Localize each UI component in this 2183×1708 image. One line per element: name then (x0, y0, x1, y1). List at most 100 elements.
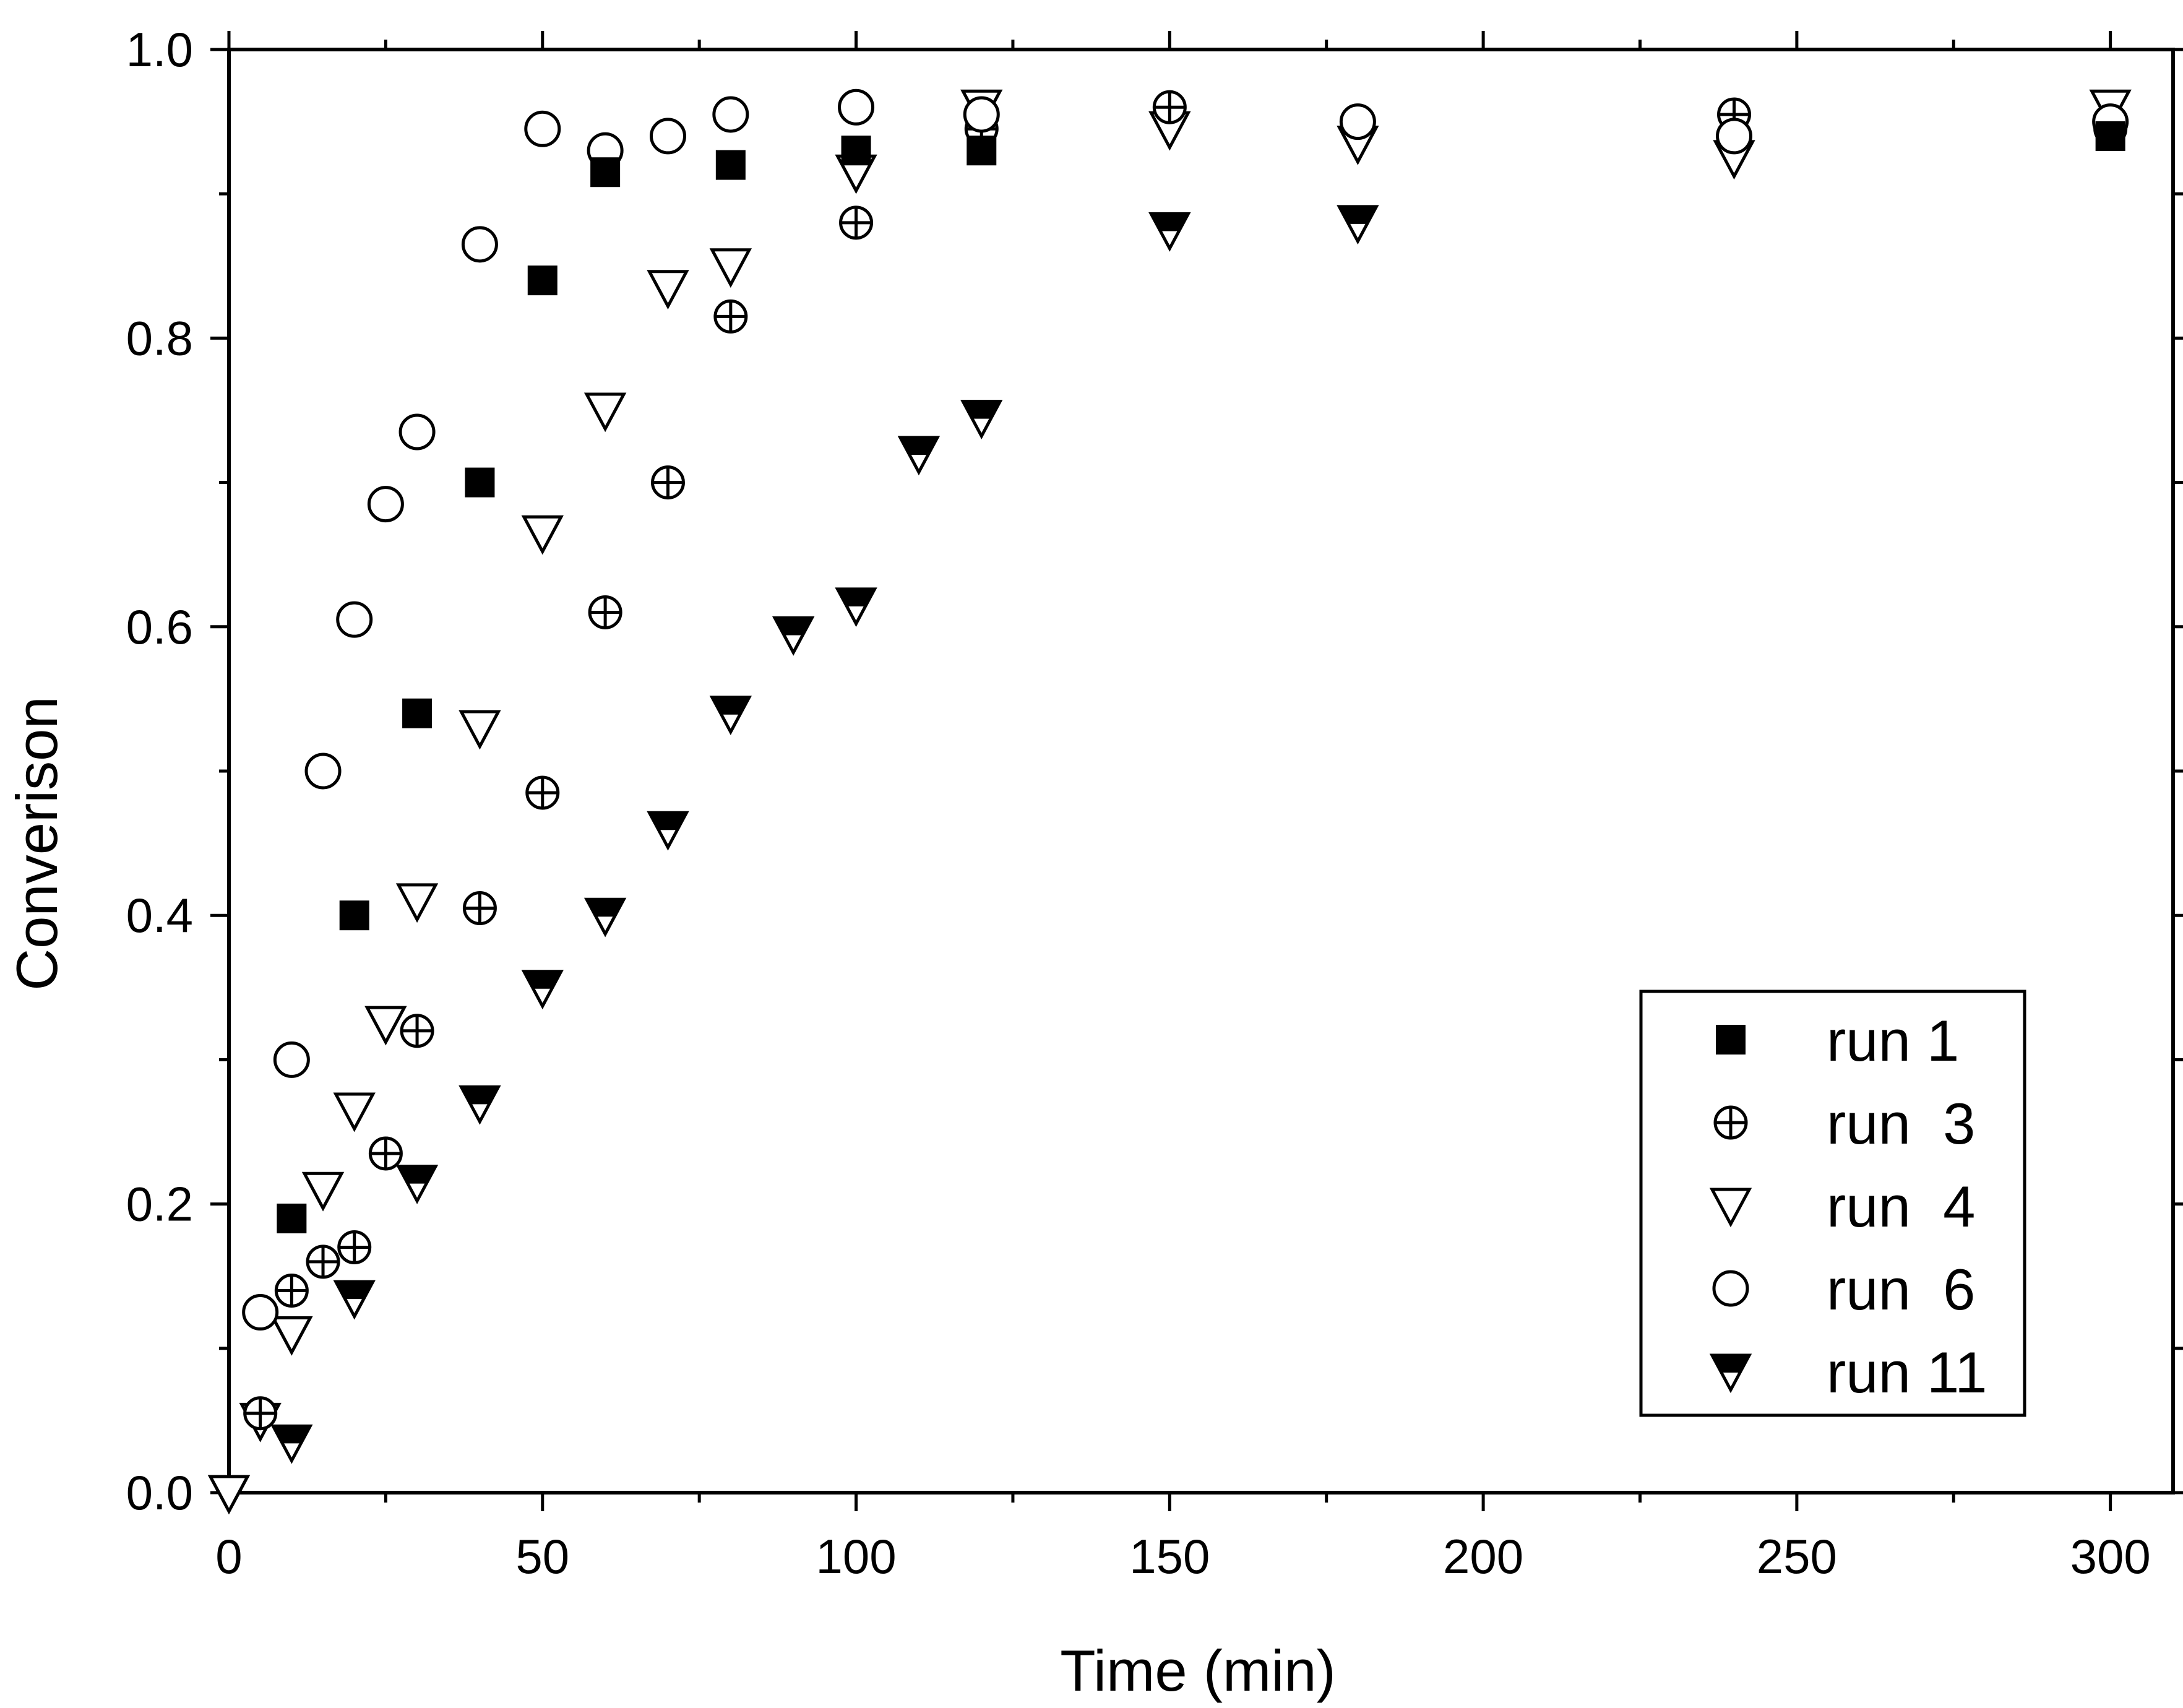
data-point (841, 136, 871, 166)
square-mark (339, 900, 369, 931)
circle-mark (461, 226, 498, 263)
data-point (277, 1203, 307, 1233)
legend-label: run 1 (1827, 1008, 1959, 1073)
y-tick-label: 0.0 (126, 1465, 193, 1520)
data-point (270, 1316, 313, 1356)
data-point (647, 270, 689, 310)
data-point (274, 1274, 309, 1308)
triangle-mark (709, 248, 752, 288)
circle-mark (1339, 103, 1376, 140)
triangle-mark (521, 515, 564, 555)
circle-mark (524, 110, 561, 147)
legend-marker (1713, 1105, 1748, 1140)
circle-mark (242, 1294, 279, 1331)
data-point (465, 467, 495, 498)
circle-mark (398, 413, 436, 451)
triangle-fill (649, 813, 687, 830)
legend-marker (1712, 1270, 1749, 1307)
triangle-fill (1151, 214, 1189, 231)
square-mark (967, 136, 997, 166)
data-point (270, 1424, 313, 1464)
x-tick-label: 200 (1443, 1529, 1523, 1584)
square-mark (715, 150, 746, 180)
triangle-fill (335, 1282, 373, 1300)
triangle-fill (398, 1166, 436, 1184)
circle-mark (712, 96, 749, 133)
axes: 0 50 100 150 200 250 300 0.0 0.2 0.4 0.6 0.8 1.0 (126, 22, 2183, 1584)
data-point (839, 205, 874, 240)
data-point (838, 88, 875, 126)
triangle-mark (270, 1316, 313, 1356)
triangle-fill (1339, 206, 1377, 224)
legend-marker (1716, 1025, 1746, 1055)
series-run-6 (242, 88, 2129, 1331)
series-run-1 (277, 121, 2125, 1233)
triangle-fill (900, 437, 937, 455)
data-point (649, 118, 686, 155)
data-point (2095, 121, 2125, 151)
circle-mark (1712, 1270, 1749, 1307)
data-point (242, 1294, 279, 1331)
data-point (462, 891, 497, 926)
data-point (583, 897, 627, 938)
data-point (301, 1171, 345, 1212)
square-mark (841, 136, 871, 166)
data-point (402, 698, 433, 728)
data-point (527, 265, 558, 296)
x-tick-label: 300 (2070, 1529, 2151, 1584)
data-point (364, 1006, 407, 1046)
data-point (400, 1014, 434, 1048)
data-point (715, 150, 746, 180)
triangle-fill (837, 589, 875, 606)
x-tick-label: 250 (1757, 1529, 1837, 1584)
data-point (273, 1041, 310, 1078)
square-mark (1716, 1025, 1746, 1055)
data-point (588, 595, 622, 629)
square-mark (590, 157, 621, 188)
square-mark (2095, 121, 2125, 151)
x-tick-label: 100 (816, 1529, 896, 1584)
legend-marker (1709, 1188, 1752, 1228)
data-point (583, 392, 627, 433)
triangle-fill (461, 1087, 499, 1105)
y-axis-title: Converison (4, 696, 69, 990)
triangle-fill (587, 899, 624, 917)
legend-label: run 6 (1827, 1257, 1975, 1322)
circle-mark (273, 1041, 310, 1078)
data-point (368, 1136, 403, 1171)
data-point (712, 96, 749, 133)
legend-label: run 4 (1827, 1174, 1975, 1239)
legend-marker (1709, 1353, 1752, 1394)
data-point (521, 515, 564, 555)
data-point (395, 883, 439, 923)
y-tick-label: 0.2 (126, 1177, 193, 1231)
data-point (398, 413, 436, 451)
data-point (521, 970, 564, 1010)
circle-mark (838, 88, 875, 126)
triangle-mark (647, 270, 689, 310)
y-tick-label: 0.8 (126, 311, 193, 365)
y-tick-label: 0.6 (126, 600, 193, 654)
data-point (897, 436, 941, 476)
data-point (960, 400, 1003, 439)
circle-mark (963, 96, 1000, 133)
data-points (207, 88, 2132, 1515)
circle-mark (336, 601, 373, 638)
data-point (772, 616, 815, 656)
data-point (835, 587, 877, 628)
data-point (333, 1280, 376, 1320)
data-point (459, 1085, 501, 1125)
triangle-fill (523, 971, 561, 989)
y-tick-label: 0.4 (126, 888, 193, 942)
data-point (525, 775, 560, 810)
circle-mark (1716, 118, 1753, 155)
triangle-fill (273, 1426, 311, 1444)
data-point (339, 900, 369, 931)
triangle-mark (364, 1006, 407, 1046)
x-tick-label: 0 (215, 1529, 242, 1584)
triangle-fill (1712, 1355, 1749, 1373)
square-mark (402, 698, 433, 728)
triangle-mark (333, 1092, 376, 1132)
x-tick-label: 50 (515, 1529, 569, 1584)
